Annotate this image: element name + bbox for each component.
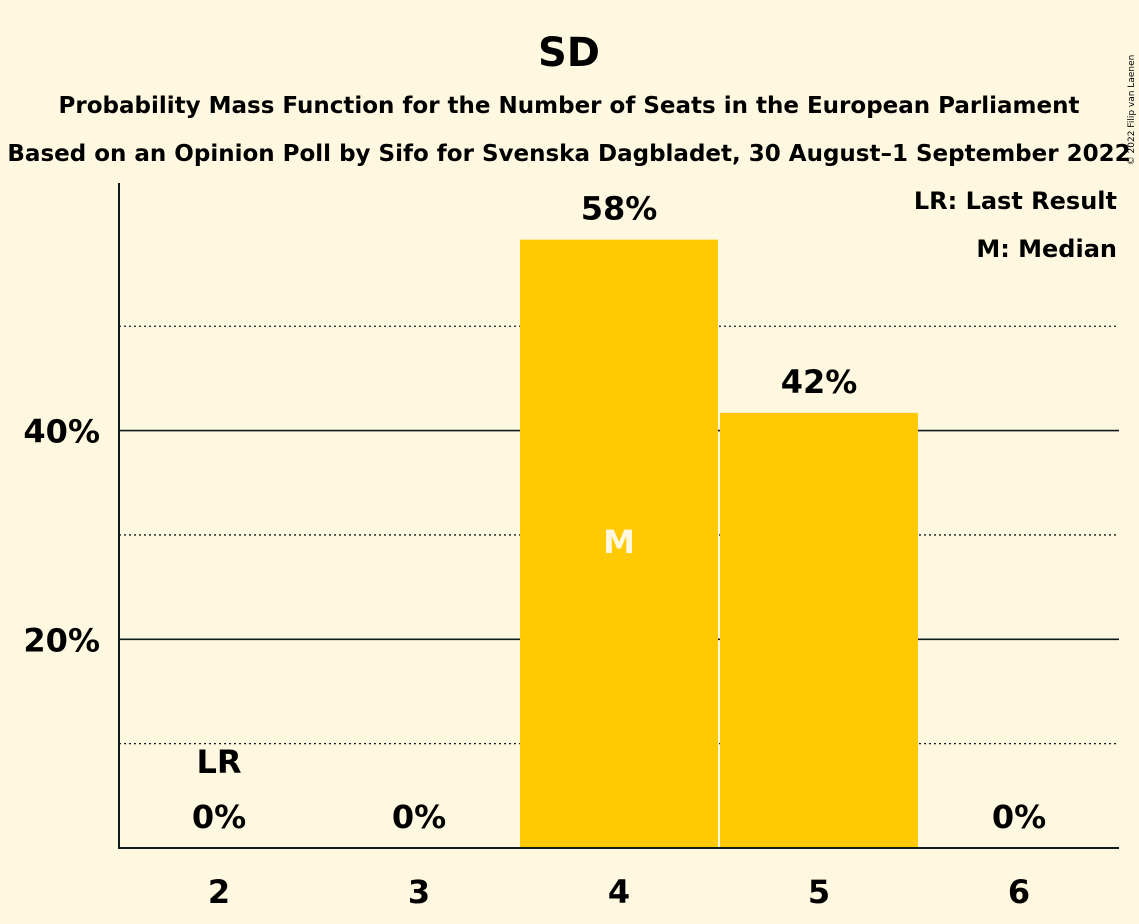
value-label-2: 0% <box>192 798 246 836</box>
value-label-5: 42% <box>781 363 858 401</box>
y-tick-label-1: 20% <box>23 621 100 659</box>
chart-title: SD <box>538 30 600 76</box>
x-tick-label-2: 2 <box>208 873 230 911</box>
chart-subtitle-line-1: Probability Mass Function for the Number… <box>59 93 1080 119</box>
value-label-3: 0% <box>392 798 446 836</box>
x-tick-label-5: 5 <box>808 873 830 911</box>
bar-4 <box>520 239 718 848</box>
value-label-6: 0% <box>992 798 1046 836</box>
last-result-marker: LR <box>196 743 241 781</box>
axes <box>118 183 1119 849</box>
x-tick-label-6: 6 <box>1008 873 1030 911</box>
x-tick-label-4: 4 <box>608 873 630 911</box>
y-tick-label-2: 40% <box>23 413 100 451</box>
median-marker: M <box>603 523 635 561</box>
copyright-notice: © 2022 Filip van Laenen <box>1127 55 1137 166</box>
value-label-4: 58% <box>581 190 658 228</box>
bar-5 <box>720 412 918 848</box>
x-tick-label-3: 3 <box>408 873 430 911</box>
legend-last-result: LR: Last Result <box>914 187 1117 215</box>
labels: 20% 40% 0% 2 LR 0% 3 58% 4 M 42% 5 0% 6 <box>23 190 1046 911</box>
chart-subtitle-line-2: Based on an Opinion Poll by Sifo for Sve… <box>7 141 1130 167</box>
bars <box>520 239 918 848</box>
legend-median: M: Median <box>976 235 1117 263</box>
